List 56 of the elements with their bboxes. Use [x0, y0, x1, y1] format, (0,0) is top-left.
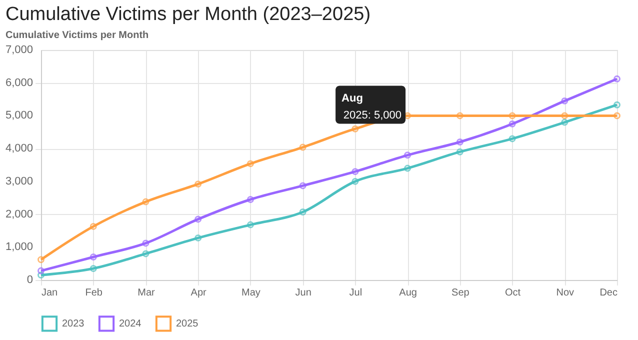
x-tick-label: Oct	[504, 288, 521, 298]
x-tick-label: Jan	[42, 288, 58, 298]
y-tick-label: 3,000	[5, 175, 33, 188]
point	[404, 152, 412, 159]
point	[246, 196, 254, 203]
point	[90, 222, 97, 230]
point	[561, 112, 568, 120]
point	[508, 135, 516, 142]
point	[90, 265, 97, 272]
point	[299, 208, 306, 216]
point	[90, 254, 97, 260]
point	[508, 120, 516, 128]
legend-label: 2025	[176, 318, 199, 330]
chart-title: Cumulative Victims per Month (2023–2025)	[5, 4, 371, 25]
legend-label: 2024	[119, 318, 142, 330]
point	[246, 221, 254, 228]
point	[404, 164, 412, 172]
y-tick-label: 7,000	[5, 44, 33, 56]
x-tick-label: Mar	[138, 288, 156, 298]
y-tick-label: 1,000	[5, 241, 33, 254]
point	[561, 118, 568, 126]
annotation: 2025: 5,000	[343, 110, 402, 122]
point	[246, 160, 254, 168]
y-tick-label: 5,000	[5, 110, 33, 122]
x-tick-label: May	[242, 288, 260, 298]
legend-label: 2023	[62, 318, 85, 330]
annotation: Aug	[342, 92, 363, 105]
x-tick-label: Feb	[85, 288, 103, 298]
point	[142, 198, 150, 206]
y-tick-label: 2,000	[5, 208, 33, 220]
point	[352, 168, 359, 176]
point	[299, 182, 306, 190]
point	[352, 178, 359, 185]
x-tick-label: Sep	[452, 288, 470, 298]
x-tick-label: Jul	[349, 288, 362, 298]
point	[456, 138, 464, 146]
point	[299, 144, 306, 151]
point	[352, 125, 359, 132]
point	[142, 250, 150, 258]
point	[142, 240, 150, 247]
point	[194, 234, 202, 242]
y-tick-label: 4,000	[5, 142, 33, 155]
point	[561, 97, 568, 104]
x-tick-label: Dec	[600, 288, 618, 298]
chart-subtitle: Cumulative Victims per Month	[5, 30, 149, 41]
y-tick-label: 6,000	[5, 76, 33, 89]
point	[508, 112, 516, 120]
x-tick-label: Aug	[399, 288, 417, 298]
point	[456, 112, 464, 120]
point	[194, 180, 202, 188]
x-tick-label: Nov	[556, 288, 574, 298]
y-tick-label: 0	[26, 274, 33, 286]
x-tick-label: Apr	[190, 288, 208, 298]
point	[194, 216, 202, 223]
x-tick-label: Jun	[295, 288, 312, 298]
point	[456, 148, 464, 156]
